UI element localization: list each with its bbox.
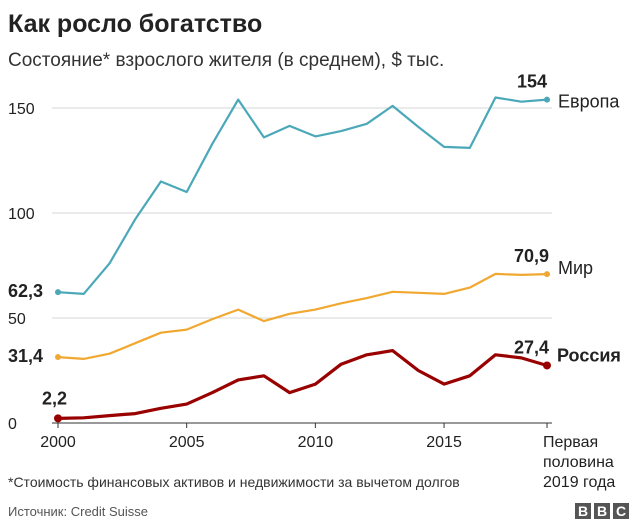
- series-start-point-2: [54, 414, 62, 423]
- series-name-label-1: Мир: [558, 258, 593, 278]
- bbc-logo-box-2: [594, 503, 610, 519]
- start-value-label-0: 62,3: [8, 281, 43, 301]
- x-tick-label: 2000: [40, 434, 76, 451]
- grid: 0 50 100 150 2000 2005 2010 2015 Первая половина 2…: [8, 101, 615, 491]
- series-name-label-2: Россия: [557, 345, 621, 365]
- bbc-logo: B B C: [575, 503, 629, 519]
- data-labels: 62,3 154 Европа 31,4 70,9 Мир 2,2 27,4 Россия: [8, 72, 621, 409]
- y-tick-label: 150: [8, 101, 35, 118]
- series-start-point-0: [55, 289, 61, 296]
- end-value-label-2: 27,4: [514, 337, 549, 357]
- end-value-label-1: 70,9: [514, 246, 549, 266]
- source-label: Источник: Credit Suisse: [8, 504, 148, 519]
- y-tick-label: 50: [8, 311, 26, 328]
- series-line-2: [56, 349, 549, 420]
- series-end-point-2: [543, 361, 551, 370]
- end-value-label-0: 154: [517, 72, 547, 92]
- bbc-logo-letter-2: B: [597, 503, 607, 519]
- series-end-point-0: [544, 96, 550, 103]
- x-tick-label: 2005: [169, 434, 205, 451]
- footnote: *Стоимость финансовых активов и недвижим…: [8, 474, 460, 490]
- bbc-logo-box-3: [613, 503, 629, 519]
- x-tick-label: 2010: [298, 434, 334, 451]
- series-start-point-1: [55, 354, 61, 361]
- y-tick-label: 100: [8, 206, 35, 223]
- chart-subtitle: Состояние* взрослого жителя (в среднем),…: [8, 50, 444, 71]
- start-value-label-1: 31,4: [8, 346, 43, 366]
- x-tick-label: 2015: [426, 434, 462, 451]
- chart-title: Как росло богатство: [8, 10, 262, 38]
- series-line-0: [56, 96, 549, 295]
- bbc-logo-letter-3: C: [616, 503, 626, 519]
- series-lines: [54, 96, 551, 423]
- series-line-1: [56, 272, 549, 360]
- bbc-logo-box-1: [575, 503, 591, 519]
- y-tick-label: 0: [8, 416, 17, 433]
- bbc-logo-letter-1: B: [578, 503, 588, 519]
- x-tick-label-last: Первая половина 2019 года: [543, 434, 615, 491]
- series-end-point-1: [544, 271, 550, 278]
- series-name-label-0: Европа: [558, 92, 620, 112]
- start-value-label-2: 2,2: [42, 388, 67, 408]
